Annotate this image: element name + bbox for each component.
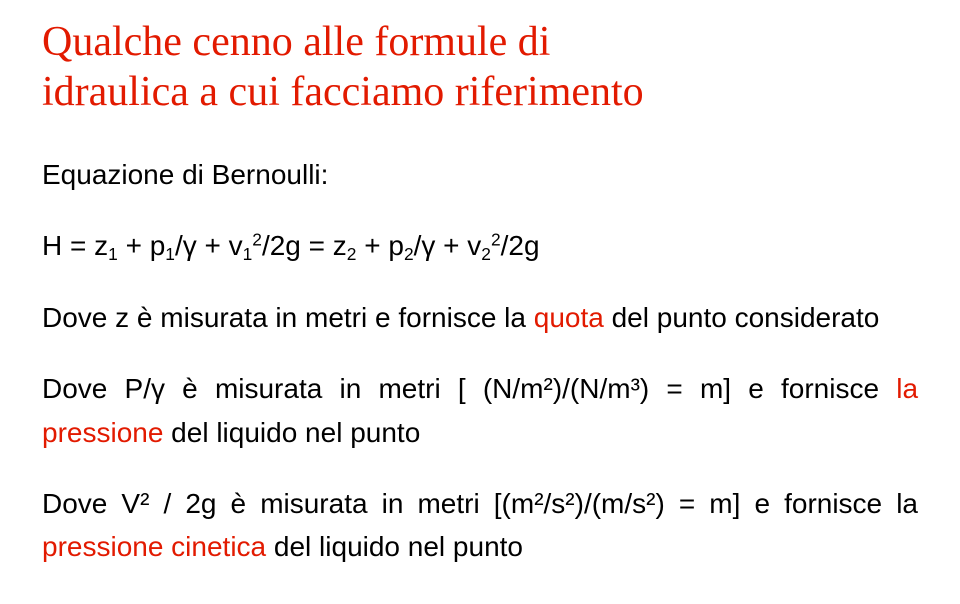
p-z-text-c: e fornisce la — [367, 302, 534, 333]
p-z-accent: quota — [534, 302, 604, 333]
paragraph-z: Dove z è misurata in metri e fornisce la… — [42, 296, 918, 339]
p-p-text-a: Dove P/γ è misurata — [42, 373, 340, 404]
p-z-text-a: Dove z è misurata — [42, 302, 275, 333]
paragraph-v: Dove V² / 2g è misurata in metri [(m²/s²… — [42, 482, 918, 569]
p-z-text-b: in metri — [275, 302, 367, 333]
p-v-text-c: [(m²/s²)/(m/s²) = m] e fornisce la — [480, 488, 918, 519]
p-v-text-a: Dove V² — [42, 488, 149, 519]
p-p-text-e: del liquido nel punto — [163, 417, 420, 448]
p-p-text-c: [ (N/m²)/(N/m³) = m] e fornisce — [441, 373, 897, 404]
p-v-text-b: in metri — [382, 488, 480, 519]
p-v-text-a2: / 2g è misurata — [149, 488, 381, 519]
slide-page: Qualche cenno alle formule di idraulica … — [0, 0, 960, 569]
slide-title: Qualche cenno alle formule di idraulica … — [42, 18, 918, 117]
p-v-text-e: del liquido nel punto — [266, 531, 523, 562]
bernoulli-equation: H = z1 + p1/γ + v12/2g = z2 + p2/γ + v22… — [42, 224, 918, 267]
p-v-accent: pressione cinetica — [42, 531, 266, 562]
p-z-text-e: del punto considerato — [604, 302, 880, 333]
equation-label: Equazione di Bernoulli: — [42, 153, 918, 196]
title-line-2: idraulica a cui facciamo riferimento — [42, 69, 644, 115]
title-line-1: Qualche cenno alle formule di — [42, 19, 550, 65]
paragraph-p: Dove P/γ è misurata in metri [ (N/m²)/(N… — [42, 367, 918, 454]
p-p-text-b: in metri — [340, 373, 441, 404]
